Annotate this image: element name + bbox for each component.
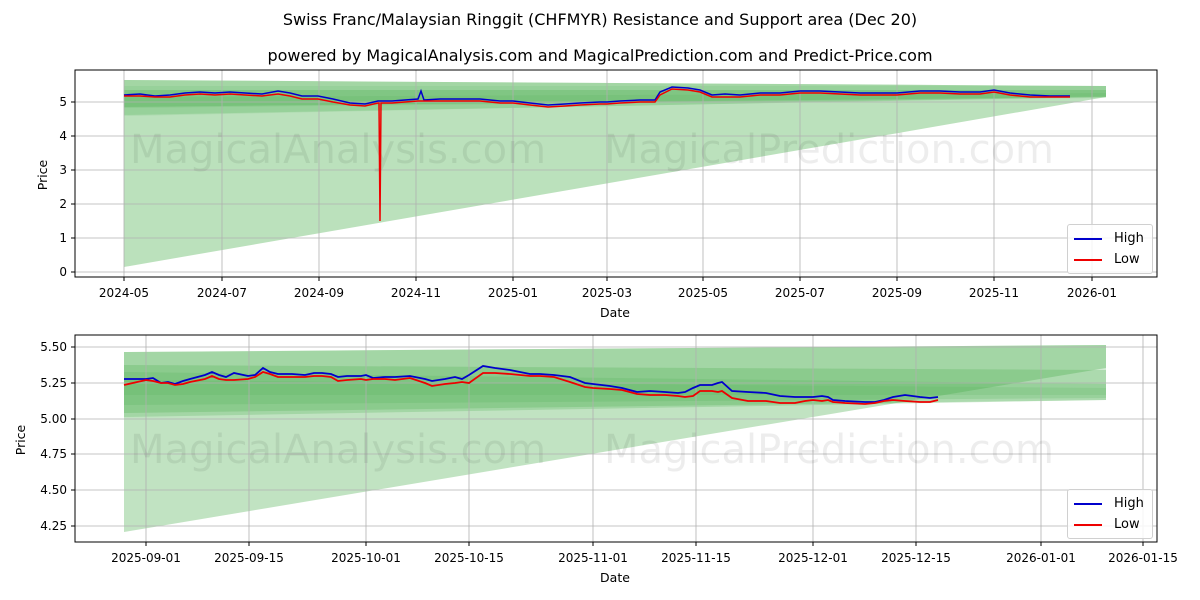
- legend-high-swatch-icon: [1074, 502, 1102, 505]
- bottom-high-line: [124, 365, 939, 403]
- legend-low-label: Low: [1114, 517, 1140, 532]
- svg-text:2026-01: 2026-01: [1067, 286, 1117, 300]
- top-y-ticks: 0 1 2 3 4 5: [59, 95, 67, 279]
- bottom-grid: [75, 335, 1157, 542]
- watermark-magicalanalysis: MagicalAnalysis.com: [130, 427, 546, 473]
- top-axes-frame: [74, 69, 1158, 278]
- svg-text:5.25: 5.25: [40, 376, 67, 390]
- svg-text:2024-09: 2024-09: [294, 286, 344, 300]
- bottom-y-ticks: 5.50 5.25 5.00 4.75 4.50 4.25: [40, 340, 67, 533]
- svg-text:1: 1: [59, 231, 67, 245]
- svg-text:2025-11: 2025-11: [969, 286, 1019, 300]
- svg-text:0: 0: [59, 265, 67, 279]
- svg-text:4.75: 4.75: [40, 447, 67, 461]
- bottom-y-axis-label: Price: [13, 424, 28, 455]
- svg-text:2025-11-15: 2025-11-15: [661, 551, 731, 565]
- svg-text:2: 2: [59, 197, 67, 211]
- bottom-axes-frame: [74, 334, 1158, 543]
- legend-low-swatch-icon: [1074, 258, 1102, 261]
- top-high-line: [123, 86, 1070, 106]
- chart-subtitle: powered by MagicalAnalysis.com and Magic…: [267, 46, 933, 65]
- top-legend: High Low: [1067, 224, 1153, 274]
- svg-text:2025-12-01: 2025-12-01: [778, 551, 848, 565]
- svg-text:5.00: 5.00: [40, 412, 67, 426]
- bottom-low-line: [123, 371, 939, 405]
- svg-text:2026-01-15: 2026-01-15: [1108, 551, 1178, 565]
- bottom-legend: High Low: [1067, 489, 1153, 539]
- top-x-axis-label: Date: [600, 305, 630, 320]
- svg-text:2025-10-01: 2025-10-01: [331, 551, 401, 565]
- legend-item-low: Low: [1074, 249, 1144, 270]
- legend-low-swatch-icon: [1074, 523, 1102, 526]
- svg-text:2026-01-01: 2026-01-01: [1006, 551, 1076, 565]
- svg-text:2024-11: 2024-11: [391, 286, 441, 300]
- svg-text:3: 3: [59, 163, 67, 177]
- bottom-x-ticks: 2025-09-01 2025-09-15 2025-10-01 2025-10…: [111, 551, 1178, 565]
- legend-item-low: Low: [1074, 514, 1144, 535]
- svg-text:2025-09-01: 2025-09-01: [111, 551, 181, 565]
- svg-text:2025-03: 2025-03: [582, 286, 632, 300]
- top-plot: MagicalAnalysis.com MagicalPrediction.co…: [35, 69, 1158, 320]
- svg-text:4: 4: [59, 129, 67, 143]
- chart-title: Swiss Franc/Malaysian Ringgit (CHFMYR) R…: [282, 10, 918, 29]
- svg-text:2025-11-01: 2025-11-01: [558, 551, 628, 565]
- svg-text:2025-01: 2025-01: [488, 286, 538, 300]
- svg-text:5: 5: [59, 95, 67, 109]
- svg-text:2025-07: 2025-07: [775, 286, 825, 300]
- svg-text:2025-05: 2025-05: [678, 286, 728, 300]
- legend-high-label: High: [1114, 496, 1144, 511]
- top-y-axis-label: Price: [35, 159, 50, 190]
- legend-item-high: High: [1074, 493, 1144, 514]
- watermark-magicalprediction: MagicalPrediction.com: [604, 427, 1054, 473]
- watermark-magicalanalysis: MagicalAnalysis.com: [130, 127, 546, 173]
- top-low-line: [124, 88, 1070, 222]
- legend-high-swatch-icon: [1074, 237, 1102, 240]
- svg-text:5.50: 5.50: [40, 340, 67, 354]
- bottom-x-axis-label: Date: [600, 570, 630, 585]
- svg-text:2025-10-15: 2025-10-15: [434, 551, 504, 565]
- legend-high-label: High: [1114, 231, 1144, 246]
- svg-text:2025-12-15: 2025-12-15: [881, 551, 951, 565]
- svg-text:4.50: 4.50: [40, 483, 67, 497]
- top-bands: [124, 80, 1106, 267]
- svg-text:2025-09: 2025-09: [872, 286, 922, 300]
- svg-text:2024-05: 2024-05: [99, 286, 149, 300]
- bottom-plot: MagicalAnalysis.com MagicalPrediction.co…: [13, 334, 1178, 585]
- legend-item-high: High: [1074, 228, 1144, 249]
- svg-text:4.25: 4.25: [40, 519, 67, 533]
- legend-low-label: Low: [1114, 252, 1140, 267]
- watermark-magicalprediction: MagicalPrediction.com: [604, 127, 1054, 173]
- svg-text:2025-09-15: 2025-09-15: [214, 551, 284, 565]
- svg-text:2024-07: 2024-07: [197, 286, 247, 300]
- top-x-ticks: 2024-05 2024-07 2024-09 2024-11 2025-01 …: [99, 286, 1117, 300]
